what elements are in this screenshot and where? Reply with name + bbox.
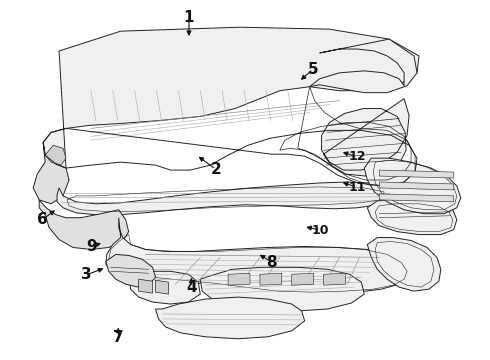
Polygon shape [57,182,391,215]
Polygon shape [260,273,282,285]
Text: 6: 6 [37,212,48,227]
Polygon shape [379,194,454,202]
Polygon shape [45,145,66,165]
Polygon shape [321,99,409,176]
Polygon shape [200,267,365,311]
Polygon shape [155,280,169,294]
Polygon shape [379,170,454,178]
Text: 1: 1 [184,10,194,25]
Polygon shape [379,182,454,190]
Polygon shape [368,200,457,235]
Polygon shape [365,158,461,214]
Polygon shape [323,273,345,285]
Text: 5: 5 [308,62,319,77]
Text: 10: 10 [312,224,329,237]
Polygon shape [43,27,419,168]
Polygon shape [155,297,305,339]
Polygon shape [106,255,155,287]
Text: 11: 11 [348,181,366,194]
Text: 4: 4 [186,280,196,295]
Text: 3: 3 [81,267,92,282]
Polygon shape [139,279,152,293]
Polygon shape [292,273,314,285]
Text: 9: 9 [86,239,97,253]
Polygon shape [368,238,441,291]
Polygon shape [228,273,250,285]
Polygon shape [106,218,411,294]
Polygon shape [33,142,69,204]
Text: 8: 8 [267,255,277,270]
Polygon shape [129,271,200,304]
Polygon shape [310,39,417,93]
Text: 12: 12 [348,150,366,163]
Text: 2: 2 [210,162,221,177]
Text: 7: 7 [113,330,123,345]
Polygon shape [39,200,129,249]
